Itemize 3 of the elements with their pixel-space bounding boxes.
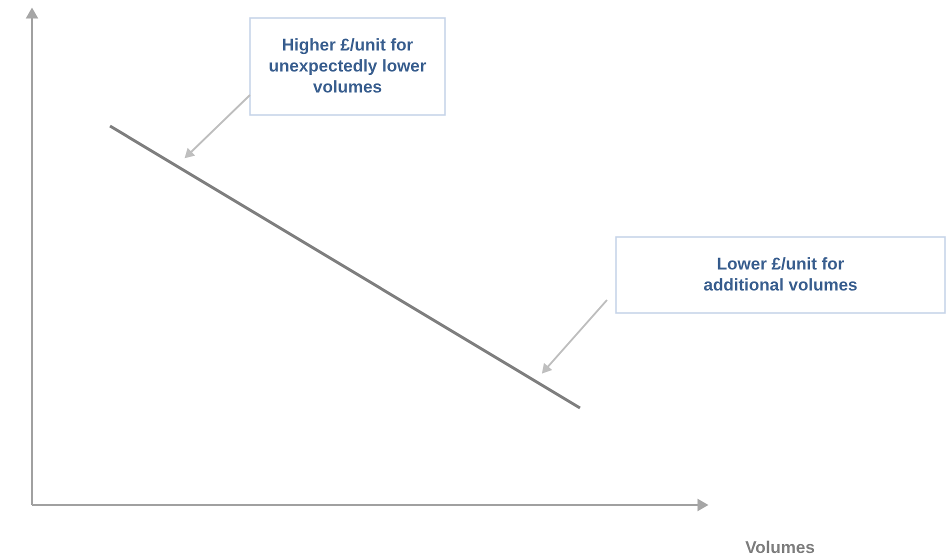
text: Lower £/unit for additional volumes [704, 254, 858, 294]
x-axis-title: Volumes [745, 538, 815, 557]
text: Higher £/unit for unexpectedly lower volumes [268, 36, 427, 96]
